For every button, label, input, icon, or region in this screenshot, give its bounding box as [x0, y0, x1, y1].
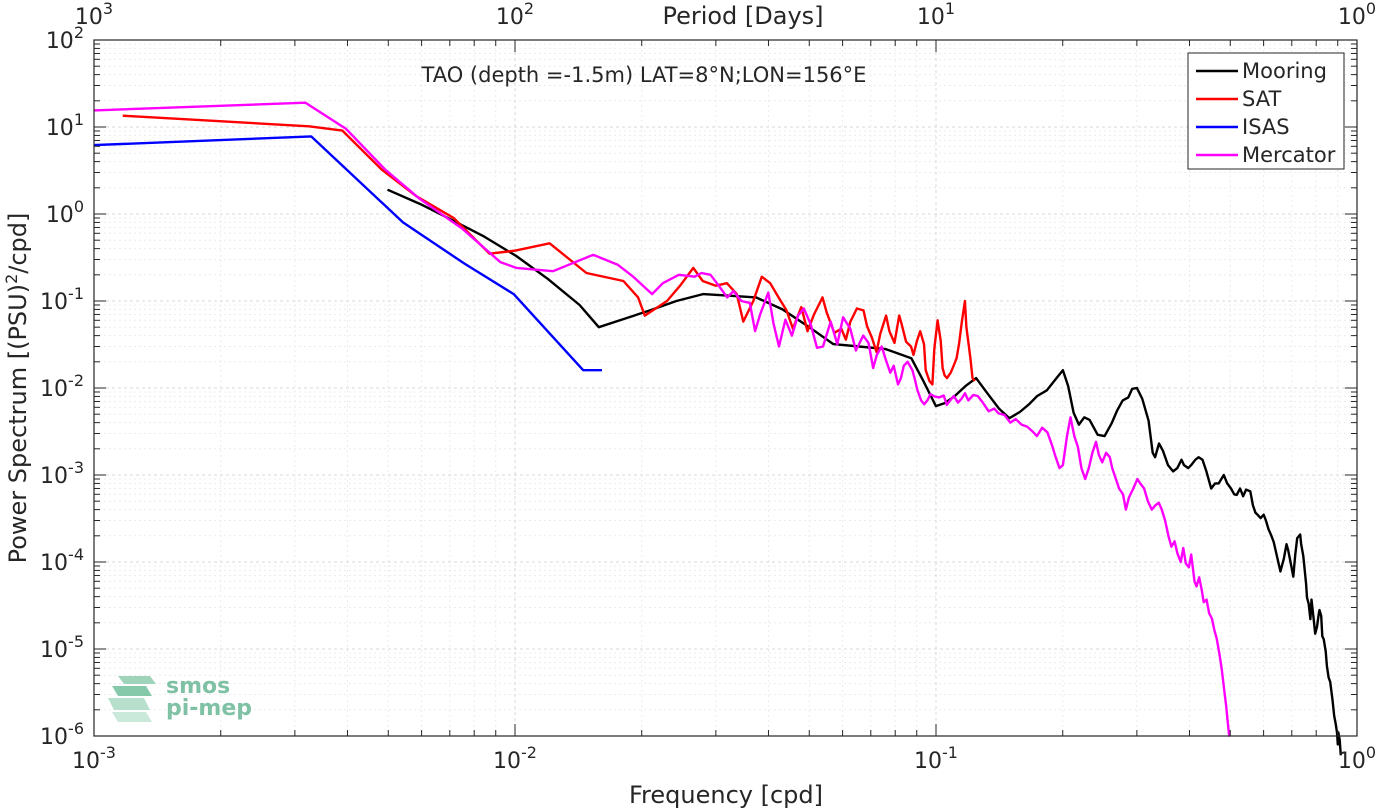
y-tick-label-exponent: -2 — [68, 371, 84, 390]
ticks-layer — [93, 40, 1357, 737]
y-tick-label-exponent: 0 — [74, 197, 84, 216]
y-axis-label-superscript: 2 — [2, 274, 21, 284]
legend-label-isas: ISAS — [1242, 115, 1290, 139]
y-tick-label-exponent: -6 — [68, 719, 84, 738]
legend-label-sat: SAT — [1242, 87, 1281, 111]
y-axis-label: Power Spectrum [(PSU)2/cpd] — [2, 213, 32, 564]
y-tick-label: 102 — [46, 23, 84, 54]
y-tick-label-base: 10 — [40, 377, 68, 402]
y-tick-label-exponent: -1 — [68, 284, 84, 303]
y-tick-label-base: 10 — [40, 464, 68, 489]
top-tick-label: 101 — [917, 0, 955, 30]
legend: Mooring SAT ISAS Mercator — [1187, 52, 1345, 170]
top-tick-labels: 103 102 101 100 — [75, 0, 1376, 30]
y-tick-label-exponent: 2 — [74, 23, 84, 42]
legend-box — [1187, 52, 1345, 170]
y-tick-label: 10-2 — [40, 371, 84, 402]
x-tick-label-base: 10 — [914, 749, 942, 774]
logo-layer-1 — [118, 676, 156, 684]
y-tick-label-base: 10 — [46, 116, 74, 141]
x-tick-label: 10-1 — [914, 743, 958, 774]
y-tick-label: 10-4 — [40, 545, 84, 576]
y-tick-label-base: 10 — [40, 638, 68, 663]
legend-label-mercator: Mercator — [1242, 143, 1336, 167]
y-tick-label-base: 10 — [40, 551, 68, 576]
y-tick-label-base: 10 — [40, 725, 68, 750]
series-layer — [93, 101, 1342, 756]
y-tick-label-base: 10 — [46, 203, 74, 228]
y-tick-label-exponent: 1 — [74, 110, 84, 129]
x-tick-label-exponent: 0 — [1366, 743, 1376, 762]
top-axis-label: Period [Days] — [662, 2, 823, 30]
top-tick-label-base: 10 — [496, 5, 524, 30]
y-tick-label: 10-5 — [40, 632, 84, 663]
logo-text-smos: smos — [166, 674, 230, 699]
x-tick-label-exponent: -1 — [942, 743, 958, 762]
y-tick-label-exponent: -3 — [68, 458, 84, 477]
series-line-isas — [93, 135, 602, 372]
x-tick-label: 10-3 — [72, 743, 116, 774]
top-tick-label-exponent: 2 — [524, 0, 534, 18]
minor-grid — [94, 40, 1357, 736]
y-tick-label: 100 — [46, 197, 84, 228]
top-tick-label: 102 — [496, 0, 534, 30]
y-tick-label: 10-1 — [40, 284, 84, 315]
smos-pi-mep-logo: smos pi-mep — [108, 674, 252, 722]
top-tick-label-exponent: 0 — [1366, 0, 1376, 18]
y-axis-label-end: /cpd] — [4, 213, 32, 274]
logo-layer-2 — [112, 686, 152, 696]
series-line-sat — [122, 114, 976, 386]
x-tick-label-base: 10 — [493, 749, 521, 774]
legend-items: Mooring SAT ISAS Mercator — [1196, 59, 1336, 167]
series-line-mercator — [93, 101, 1231, 737]
top-tick-label-base: 10 — [1338, 5, 1366, 30]
top-tick-label-exponent: 1 — [945, 0, 955, 18]
x-tick-label-exponent: -2 — [521, 743, 537, 762]
top-tick-label-base: 10 — [75, 5, 103, 30]
x-tick-label-exponent: -3 — [100, 743, 116, 762]
logo-text-pi-mep: pi-mep — [166, 696, 252, 721]
y-tick-label: 10-6 — [40, 719, 84, 750]
y-tick-label: 101 — [46, 110, 84, 141]
x-tick-label-base: 10 — [1338, 749, 1366, 774]
y-axis-label-main: Power Spectrum [(PSU) — [4, 284, 32, 563]
top-tick-label-base: 10 — [917, 5, 945, 30]
logo-layer-3 — [108, 698, 150, 710]
x-axis-label: Frequency [cpd] — [629, 781, 823, 809]
x-tick-label: 100 — [1338, 743, 1376, 774]
y-tick-label-exponent: -4 — [68, 545, 84, 564]
x-tick-labels: 10-3 10-2 10-1 100 — [72, 743, 1376, 774]
top-tick-label-exponent: 3 — [103, 0, 113, 18]
top-tick-label: 100 — [1338, 0, 1376, 30]
x-tick-label-base: 10 — [72, 749, 100, 774]
chart-title: TAO (depth =-1.5m) LAT=8°N;LON=156°E — [421, 63, 867, 87]
y-tick-label-exponent: -5 — [68, 632, 84, 651]
x-tick-label: 10-2 — [493, 743, 537, 774]
y-tick-label: 10-3 — [40, 458, 84, 489]
legend-label-mooring: Mooring — [1242, 59, 1327, 83]
logo-layer-4 — [112, 712, 152, 722]
y-tick-label-base: 10 — [40, 290, 68, 315]
y-tick-label-base: 10 — [46, 29, 74, 54]
top-tick-label: 103 — [75, 0, 113, 30]
